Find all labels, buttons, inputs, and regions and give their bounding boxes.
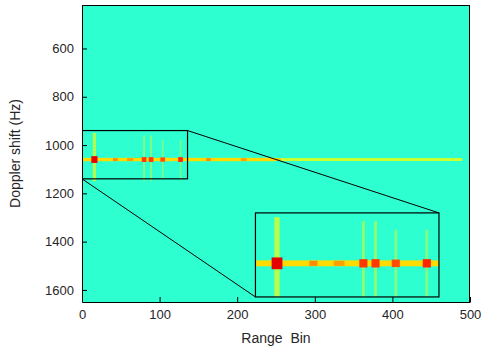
y-tick-mark: [82, 193, 87, 194]
connector-line: [82, 179, 255, 297]
y-tick: 1200: [45, 186, 87, 201]
heat-cell: [82, 158, 276, 161]
x-tick-label: 300: [304, 307, 326, 322]
heat-cell: [272, 257, 283, 269]
x-tick-mark: [237, 297, 238, 302]
heat-cell: [359, 259, 367, 267]
heat-cell: [392, 260, 400, 268]
x-tick: 500: [460, 297, 482, 322]
heat-cell: [142, 157, 147, 162]
heat-cell: [113, 158, 118, 161]
heat-cell: [241, 158, 246, 161]
y-tick-label: 1000: [45, 138, 74, 153]
y-tick-label: 1600: [45, 283, 74, 298]
x-tick-label: 200: [227, 307, 249, 322]
heat-cell: [423, 259, 431, 267]
heat-cell: [91, 156, 97, 163]
x-tick-mark: [392, 297, 393, 302]
y-tick-label: 1200: [45, 186, 74, 201]
connector-line: [188, 131, 439, 213]
y-tick-label: 800: [52, 89, 74, 104]
inset-area: [255, 213, 439, 297]
x-tick-mark: [470, 297, 471, 302]
y-tick-mark: [82, 242, 87, 243]
heat-cell: [255, 213, 439, 297]
y-tick-mark: [82, 145, 87, 146]
heat-cell: [309, 261, 317, 266]
y-axis: 600 800 1000 1200 1400 1600: [45, 6, 87, 303]
heat-cell: [334, 261, 345, 266]
x-tick: 300: [304, 297, 326, 322]
heat-cell: [274, 217, 279, 297]
y-tick-mark: [82, 48, 87, 49]
y-tick: 1600: [45, 283, 87, 298]
y-tick-label: 1400: [45, 234, 74, 249]
heat-cell: [371, 259, 379, 267]
heat-cell: [276, 158, 462, 161]
chart: 0 100 200 300 400 500 600 800 1000 1200 1400 1600 Ra…: [0, 0, 487, 354]
heat-cell: [178, 157, 183, 162]
y-tick-mark: [82, 290, 87, 291]
y-tick: 600: [52, 41, 87, 56]
y-axis-title: Doppler shift (Hz): [7, 99, 23, 208]
zoom-box: [82, 131, 188, 179]
y-axis-line: [82, 6, 83, 303]
y-tick-label: 600: [52, 41, 74, 56]
x-tick-label: 100: [149, 307, 171, 322]
frame-right: [469, 5, 470, 302]
heat-cell: [127, 158, 133, 161]
x-axis: 0 100 200 300 400 500: [79, 297, 481, 322]
y-tick: 800: [52, 89, 87, 104]
frame-top: [82, 5, 470, 6]
x-tick: 200: [227, 297, 249, 322]
x-tick: 400: [382, 297, 404, 322]
x-tick-label: 400: [382, 307, 404, 322]
heat-cell: [206, 158, 211, 161]
heat-cell: [149, 157, 154, 162]
x-tick: 100: [149, 297, 171, 322]
heat-cell: [160, 157, 165, 161]
heat-cell: [255, 260, 439, 266]
y-tick-mark: [82, 97, 87, 98]
y-tick: 1400: [45, 234, 87, 249]
x-axis-title: Range Bin: [241, 330, 310, 346]
y-tick: 1000: [45, 138, 87, 153]
inset-frame: [255, 213, 439, 297]
x-axis-line: [83, 302, 471, 303]
x-tick-mark: [315, 297, 316, 302]
x-tick-label: 0: [79, 307, 86, 322]
x-tick-label: 500: [460, 307, 482, 322]
x-tick-mark: [160, 297, 161, 302]
